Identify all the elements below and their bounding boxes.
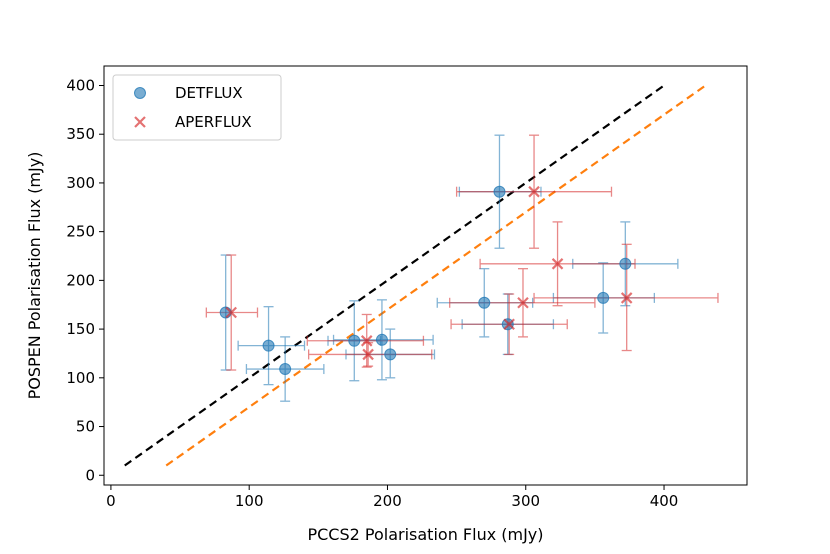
x-tick-label-200: 200 xyxy=(373,492,402,510)
y-axis-label: POSPEN Polarisation Flux (mJy) xyxy=(25,152,44,400)
error-bar-aperflux-2 xyxy=(308,342,433,367)
reference-lines xyxy=(124,84,707,467)
point-aperflux-7 xyxy=(620,292,633,304)
x-tick-label-0: 0 xyxy=(106,492,116,510)
point-aperflux-0-stroke-b xyxy=(225,306,237,319)
point-detflux-0 xyxy=(219,306,232,319)
point-aperflux-2-stroke-b xyxy=(362,348,374,361)
point-aperflux-4 xyxy=(517,297,529,309)
point-detflux-9 xyxy=(597,291,610,304)
point-detflux-10 xyxy=(619,257,632,270)
reference-line-1 xyxy=(165,84,707,467)
legend-marker-aperflux-glyph-stroke-b xyxy=(134,116,146,128)
legend-marker-aperflux xyxy=(134,116,146,128)
x-axis-label: PCCS2 Polarisation Flux (mJy) xyxy=(307,525,543,544)
point-detflux-1 xyxy=(262,339,275,352)
point-detflux-7 xyxy=(493,185,506,198)
legend-label-detflux: DETFLUX xyxy=(175,84,243,102)
legend: DETFLUX APERFLUX xyxy=(112,74,282,141)
point-detflux-2 xyxy=(279,363,292,376)
x-axis-ticks: 0 100 200 300 400 xyxy=(106,485,678,510)
point-aperflux-3-stroke-b xyxy=(503,318,515,330)
point-detflux-5 xyxy=(384,348,397,361)
y-tick-label-100: 100 xyxy=(66,369,95,387)
error-bars xyxy=(205,134,719,402)
point-aperflux-5-stroke-b xyxy=(528,185,540,198)
x-tick-label-100: 100 xyxy=(235,492,264,510)
legend-label-aperflux: APERFLUX xyxy=(175,113,252,131)
x-tick-label-300: 300 xyxy=(511,492,540,510)
point-aperflux-4-stroke-b xyxy=(517,297,529,309)
point-aperflux-6 xyxy=(551,258,564,270)
y-tick-label-150: 150 xyxy=(66,320,95,338)
data-points xyxy=(219,185,633,376)
point-aperflux-1-stroke-b xyxy=(360,335,373,347)
legend-marker-aperflux-glyph xyxy=(134,116,146,128)
point-detflux-3 xyxy=(348,334,361,347)
y-tick-label-400: 400 xyxy=(66,76,95,94)
point-aperflux-2 xyxy=(362,348,374,361)
reference-line-0 xyxy=(124,84,665,467)
legend-marker-detflux-glyph xyxy=(134,87,146,99)
y-axis-ticks: 0 50 100 150 200 250 300 350 400 xyxy=(66,76,104,484)
x-tick-label-400: 400 xyxy=(650,492,679,510)
point-detflux-4 xyxy=(375,333,388,346)
y-tick-label-350: 350 xyxy=(66,125,95,143)
point-aperflux-3 xyxy=(503,318,515,330)
point-aperflux-1 xyxy=(360,335,373,347)
plot-area-frame xyxy=(103,65,748,486)
y-tick-label-200: 200 xyxy=(66,271,95,289)
y-tick-label-50: 50 xyxy=(76,418,95,436)
point-aperflux-6-stroke-b xyxy=(551,258,564,270)
point-aperflux-7-stroke-b xyxy=(620,292,633,304)
point-aperflux-5 xyxy=(528,185,540,198)
y-tick-label-250: 250 xyxy=(66,223,95,241)
legend-box xyxy=(112,74,282,141)
y-tick-label-0: 0 xyxy=(85,466,95,484)
y-tick-label-300: 300 xyxy=(66,174,95,192)
legend-marker-detflux xyxy=(134,87,146,99)
point-aperflux-0 xyxy=(225,306,237,319)
point-detflux-6 xyxy=(478,296,491,309)
